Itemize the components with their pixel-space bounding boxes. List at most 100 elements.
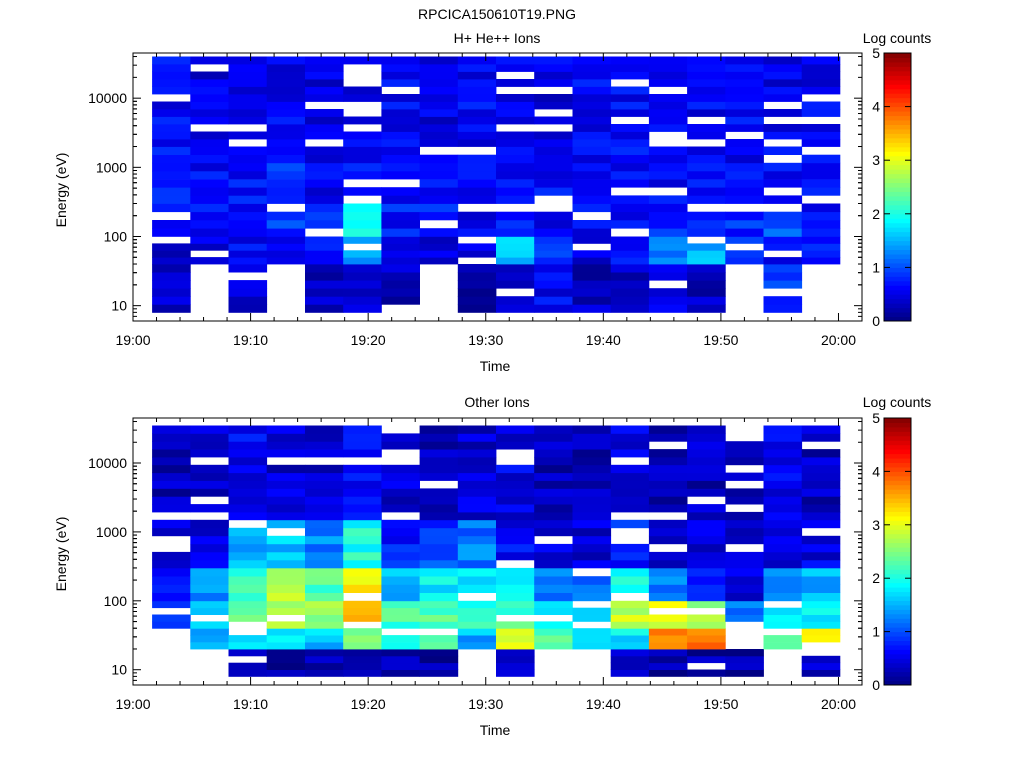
heatmap-cell <box>305 304 344 313</box>
heatmap-cell <box>801 170 841 180</box>
heatmap-cell <box>228 79 268 87</box>
heatmap-cell <box>305 220 344 229</box>
heatmap-cell <box>725 584 764 593</box>
heatmap-cell <box>305 433 344 442</box>
heatmap-cell <box>687 449 726 458</box>
heatmap-cell <box>457 559 497 569</box>
heatmap-cell <box>801 79 841 87</box>
heatmap-cell <box>419 94 459 102</box>
heatmap-cell <box>343 464 382 474</box>
heatmap-cell <box>763 425 803 434</box>
heatmap-cell <box>266 146 306 155</box>
colorbar-tick-label: 5 <box>872 45 880 61</box>
heatmap-cell <box>190 551 229 561</box>
heatmap-cell <box>534 170 573 180</box>
heatmap-cell <box>725 170 764 180</box>
heatmap-cell <box>343 488 382 497</box>
heatmap-cell <box>648 304 688 313</box>
colorbar-segment <box>884 298 911 304</box>
heatmap-cell <box>763 642 803 650</box>
heatmap-cell <box>801 496 841 505</box>
x-tick-label: 20:00 <box>821 332 856 348</box>
heatmap-cell <box>419 600 459 609</box>
heatmap-cell <box>534 131 573 140</box>
colorbar: 0 1 2 3 4 5 <box>872 410 912 693</box>
heatmap-cell <box>763 576 803 585</box>
heatmap-cell <box>152 472 191 481</box>
heatmap-cell <box>610 449 650 458</box>
colorbar-segment <box>884 271 911 277</box>
heatmap-cell <box>496 607 535 615</box>
heatmap-cell <box>381 607 420 615</box>
heatmap-cell <box>343 649 382 657</box>
heatmap-cell <box>305 441 344 450</box>
heatmap-cell <box>610 543 650 553</box>
heatmap-cell <box>381 551 420 561</box>
heatmap-cell <box>457 187 497 196</box>
heatmap-cell <box>457 272 497 281</box>
heatmap-cell <box>152 146 191 155</box>
heatmap-cell <box>343 272 382 281</box>
heatmap-cell <box>648 535 688 545</box>
heatmap-cell <box>305 179 344 188</box>
heatmap-cell <box>457 621 497 629</box>
x-tick-label: 19:30 <box>468 696 503 712</box>
heatmap-cell <box>419 535 459 545</box>
heatmap-cell <box>572 592 612 602</box>
heatmap-cell <box>190 146 229 155</box>
heatmap-cell <box>381 527 420 537</box>
heatmap-cell <box>343 669 382 677</box>
heatmap-cell <box>228 449 268 458</box>
heatmap-cell <box>152 124 191 132</box>
colorbar-segment <box>884 120 911 125</box>
heatmap-cell <box>419 236 459 244</box>
heatmap-cell <box>457 449 497 458</box>
colorbar-segment <box>884 515 911 521</box>
heatmap-cell <box>152 488 191 497</box>
colorbar-segment <box>884 444 911 450</box>
heatmap-cell <box>687 228 726 237</box>
heatmap-cell <box>190 179 229 188</box>
heatmap-cell <box>419 116 459 125</box>
heatmap-cell <box>801 480 841 489</box>
heatmap-cell <box>343 527 382 537</box>
colorbar-segment <box>884 146 911 152</box>
heatmap-cell <box>534 456 573 466</box>
heatmap-cell <box>687 56 726 65</box>
heatmap-cell <box>725 614 764 622</box>
heatmap-cell <box>534 584 573 593</box>
colorbar-segment <box>884 453 911 459</box>
heatmap-cell <box>610 195 650 204</box>
colorbar-label: Log counts <box>863 394 932 410</box>
heatmap-cell <box>572 71 612 80</box>
heatmap-cell <box>610 621 650 629</box>
x-tick-label: 19:40 <box>586 332 621 348</box>
heatmap-cell <box>266 101 306 110</box>
heatmap-cell <box>648 203 688 213</box>
heatmap-cell <box>610 131 650 140</box>
heatmap-cell <box>496 139 535 147</box>
heatmap-cell <box>305 464 344 474</box>
heatmap-cell <box>572 464 612 474</box>
colorbar-segment <box>884 466 911 472</box>
heatmap-cell <box>496 576 535 585</box>
heatmap-cell <box>572 635 612 643</box>
heatmap-cell <box>572 480 612 489</box>
heatmap-cell <box>190 257 229 265</box>
heatmap-cell <box>763 472 803 481</box>
heatmap-cell <box>725 257 764 265</box>
heatmap-cell <box>381 655 420 664</box>
heatmap-cell <box>496 551 535 561</box>
colorbar-segment <box>884 471 911 477</box>
heatmap-cell <box>343 655 382 664</box>
heatmap-cell <box>228 559 268 569</box>
colorbar-segment <box>884 79 911 85</box>
heatmap-cell <box>648 472 688 481</box>
heatmap-cell <box>534 220 573 229</box>
heatmap-cell <box>687 600 726 609</box>
heatmap-cell <box>457 642 497 650</box>
heatmap-cell <box>801 86 841 95</box>
heatmap-cell <box>496 146 535 155</box>
heatmap-cell <box>763 264 803 273</box>
heatmap-cell <box>801 607 841 615</box>
